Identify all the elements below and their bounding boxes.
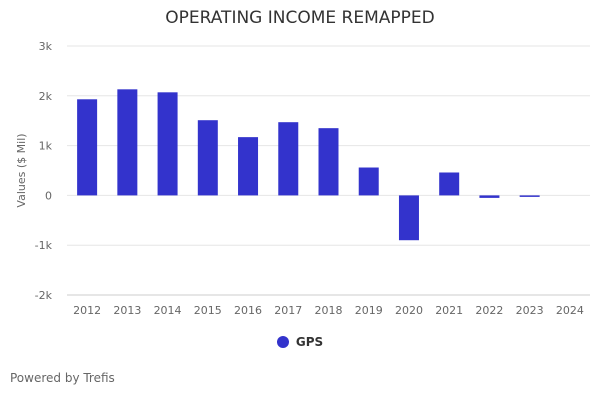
- credit-text: Powered by Trefis: [10, 371, 115, 385]
- bar[interactable]: [197, 120, 218, 196]
- bar[interactable]: [77, 99, 98, 196]
- x-tick-label: 2013: [113, 304, 141, 317]
- bar[interactable]: [117, 89, 138, 196]
- x-tick-label: 2014: [154, 304, 182, 317]
- y-tick-label: 0: [45, 189, 52, 202]
- x-tick-label: 2012: [73, 304, 101, 317]
- bar[interactable]: [439, 172, 460, 196]
- y-tick-label: -1k: [35, 239, 53, 252]
- y-tick-label: 1k: [39, 140, 53, 153]
- bar[interactable]: [479, 195, 500, 198]
- x-tick-label: 2015: [194, 304, 222, 317]
- bar[interactable]: [278, 122, 299, 196]
- bar[interactable]: [398, 195, 419, 241]
- x-tick-label: 2018: [315, 304, 343, 317]
- x-tick-label: 2020: [395, 304, 423, 317]
- legend-marker: [276, 336, 289, 348]
- bar[interactable]: [157, 92, 178, 196]
- legend[interactable]: GPS: [0, 335, 600, 349]
- x-tick-label: 2022: [475, 304, 503, 317]
- legend-label: GPS: [295, 335, 324, 349]
- y-tick-label: 3k: [39, 40, 53, 53]
- y-tick-label: -2k: [35, 289, 53, 302]
- chart-title: OPERATING INCOME REMAPPED: [165, 8, 435, 28]
- bar[interactable]: [358, 167, 379, 196]
- bar[interactable]: [238, 137, 259, 196]
- x-tick-label: 2017: [274, 304, 302, 317]
- bar-chart: -2k -1k 0 1k 2k 3k Values ($ Mil) 2012 2013 2014 2…: [15, 40, 590, 317]
- x-tick-label: 2024: [556, 304, 584, 317]
- bar[interactable]: [318, 128, 339, 196]
- x-tick-label: 2016: [234, 304, 262, 317]
- y-tick-label: 2k: [39, 90, 53, 103]
- x-tick-label: 2019: [355, 304, 383, 317]
- x-tick-label: 2023: [516, 304, 544, 317]
- bar[interactable]: [519, 195, 540, 197]
- x-tick-label: 2021: [435, 304, 463, 317]
- y-axis-label: Values ($ Mil): [15, 133, 28, 207]
